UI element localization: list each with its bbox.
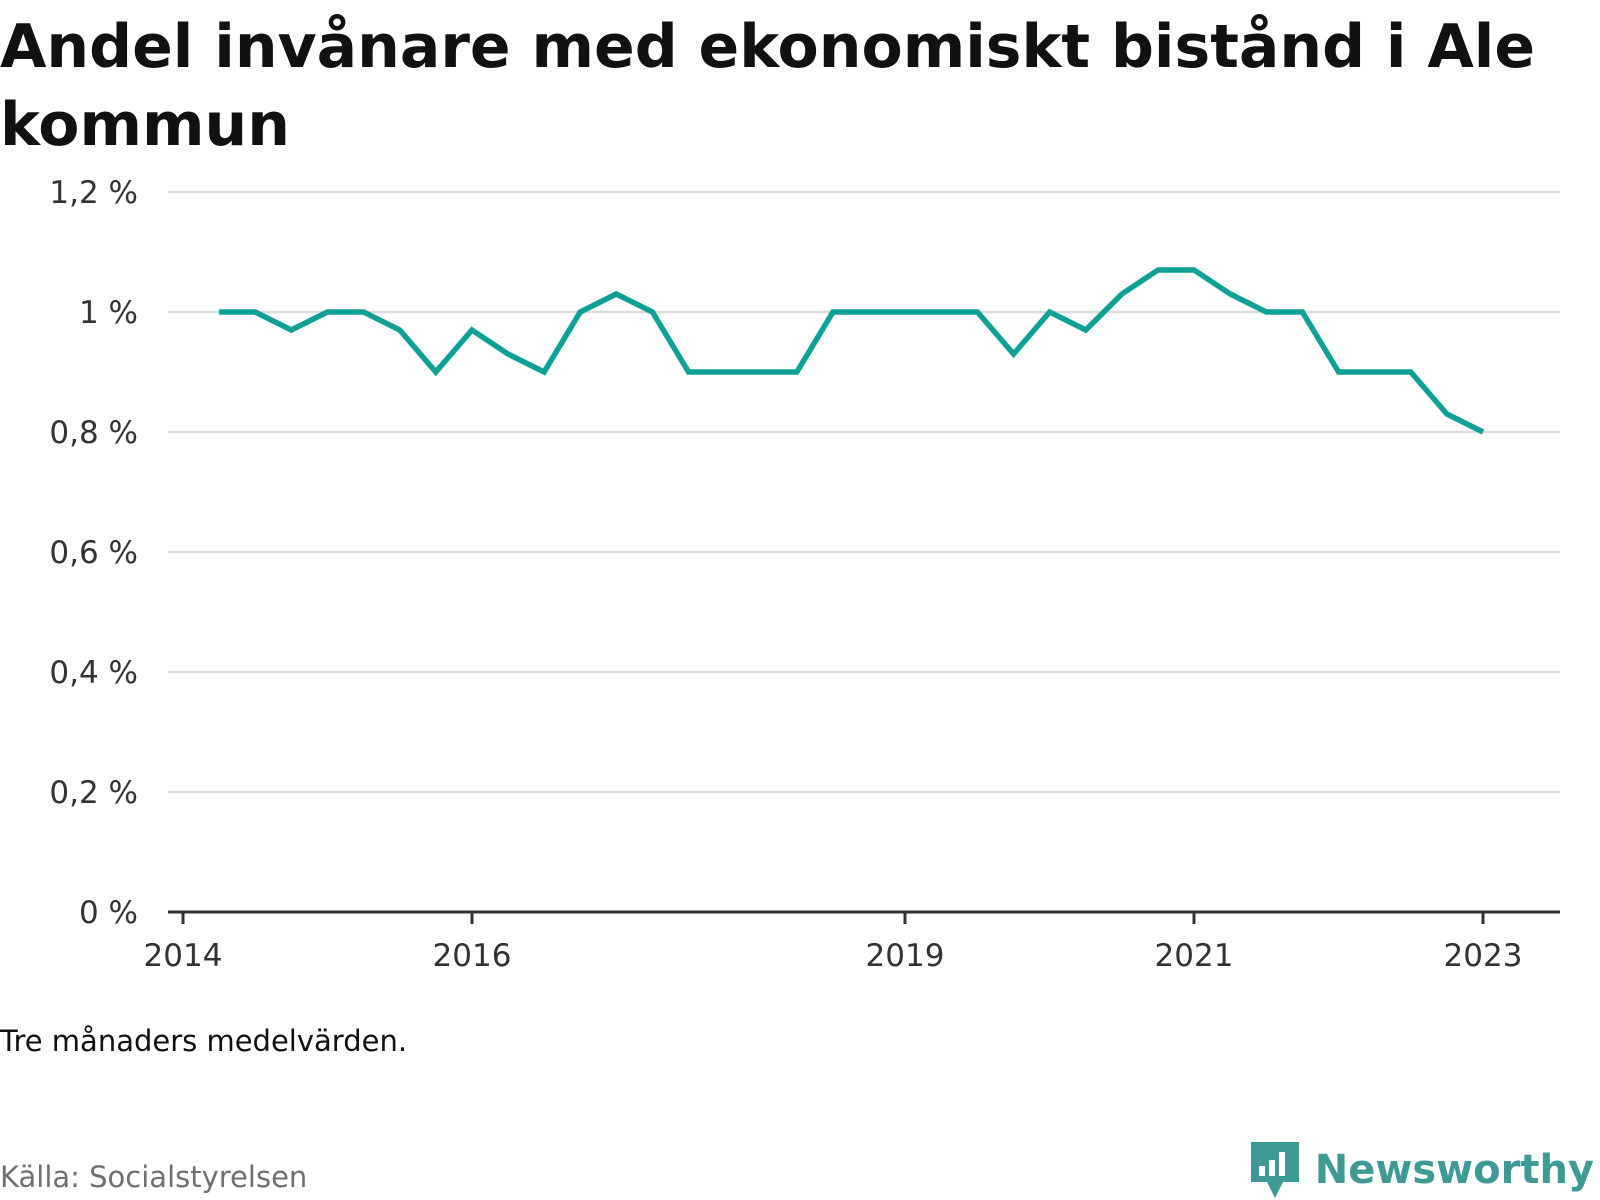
data-point	[542, 370, 546, 374]
chart-title: Andel invånare med ekonomiskt bistånd i …	[0, 12, 1536, 160]
gridlines	[168, 190, 1560, 794]
data-point	[362, 310, 366, 314]
data-point	[975, 310, 979, 314]
chart-note: Tre månaders medelvärden.	[0, 1024, 408, 1058]
data-point	[1192, 268, 1196, 272]
data-point	[759, 370, 763, 374]
data-point	[1048, 310, 1052, 314]
y-tick-label: 1 %	[79, 295, 138, 331]
data-point	[434, 370, 438, 374]
data-point	[1409, 370, 1413, 374]
data-point	[1012, 352, 1016, 356]
data-point	[614, 292, 618, 296]
data-point	[723, 370, 727, 374]
data-point	[1228, 292, 1232, 296]
x-tick-label: 2019	[866, 938, 945, 974]
data-point	[289, 328, 293, 332]
x-tick-label: 2021	[1155, 938, 1234, 974]
brand-logo: Newsworthy	[1249, 1140, 1594, 1200]
data-point	[325, 310, 329, 314]
data-point	[650, 310, 654, 314]
data-point	[470, 328, 474, 332]
data-point	[687, 370, 691, 374]
data-point	[867, 310, 871, 314]
data-point	[1120, 292, 1124, 296]
data-point	[795, 370, 799, 374]
y-axis-labels: 0 % 0,2 % 0,4 % 0,6 % 0,8 % 1 % 1,2 %	[49, 175, 138, 931]
data-point	[398, 328, 402, 332]
line-chart: 0 % 0,2 % 0,4 % 0,6 % 0,8 % 1 % 1,2 % 2014 2016…	[49, 175, 1560, 974]
y-tick-label: 0,2 %	[49, 775, 138, 811]
series-group	[217, 267, 1485, 435]
newsworthy-logo-icon	[1250, 1142, 1299, 1198]
x-axis: 2014 2016 2019 2021 2023	[144, 910, 1560, 974]
data-point	[1445, 412, 1449, 416]
data-point	[1481, 430, 1485, 434]
data-point	[831, 310, 835, 314]
data-point	[578, 310, 582, 314]
series-line	[219, 267, 1485, 435]
data-point	[217, 310, 221, 314]
y-tick-label: 1,2 %	[49, 175, 138, 211]
y-tick-label: 0,4 %	[49, 655, 138, 691]
y-tick-label: 0 %	[79, 895, 138, 931]
source-text: Källa: Socialstyrelsen	[0, 1160, 308, 1194]
data-point	[1337, 370, 1341, 374]
data-point	[506, 352, 510, 356]
data-point	[1084, 328, 1088, 332]
data-point	[253, 310, 257, 314]
data-point	[1373, 370, 1377, 374]
y-tick-label: 0,6 %	[49, 535, 138, 571]
brand-name: Newsworthy	[1314, 1147, 1594, 1193]
data-point	[903, 310, 907, 314]
x-tick-label: 2023	[1444, 938, 1523, 974]
y-tick-label: 0,8 %	[49, 415, 138, 451]
data-point	[1156, 268, 1160, 272]
data-point	[939, 310, 943, 314]
data-point	[1264, 310, 1268, 314]
data-point	[1300, 310, 1304, 314]
x-tick-label: 2014	[144, 938, 223, 974]
x-tick-label: 2016	[433, 938, 512, 974]
